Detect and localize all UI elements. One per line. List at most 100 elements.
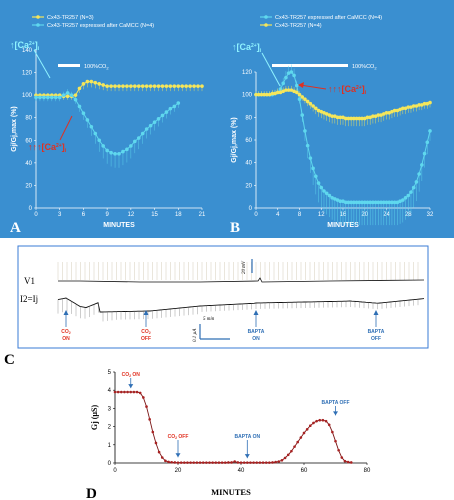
panel-b-series-1-point xyxy=(401,198,405,202)
panel-b-series-1-point xyxy=(341,199,345,203)
panel-d-series-point xyxy=(255,461,259,464)
panel-a-series-1-point xyxy=(93,80,98,85)
panel-a-series-1-point xyxy=(129,84,133,88)
panel-b-series-2-point xyxy=(395,108,400,113)
panel-d-series-point xyxy=(148,418,151,421)
panel-d-series-point xyxy=(242,461,246,464)
legend-b-label-2: Cx43-TR257 (N=4) xyxy=(275,23,322,29)
panel-a-y-tick-label: 60 xyxy=(25,138,32,144)
panel-b-series-1-point xyxy=(387,200,392,205)
panel-a-series-2-point xyxy=(129,144,133,148)
panel-d-y-tick-label: 1 xyxy=(108,443,112,449)
panel-c-event-arrowhead xyxy=(373,310,379,315)
panel-a-y-tick-label: 120 xyxy=(22,71,33,77)
panel-c-grid xyxy=(57,262,419,280)
panel-a-x-tick-label: 15 xyxy=(151,212,158,218)
panel-b-series-1-point xyxy=(294,83,299,88)
panel-d-series-point xyxy=(331,430,334,434)
panel-a-series-2-point xyxy=(164,110,169,114)
panel-a-series-1-point xyxy=(109,84,113,88)
panel-b-series-2-point xyxy=(270,91,275,96)
panel-d-event-label: CO2 OFF xyxy=(168,434,189,440)
panel-d-y-tick-label: 4 xyxy=(108,388,112,394)
panel-a: Cx43-TR257 (N=3) Cx43-TR257 expressed af… xyxy=(10,15,206,236)
panel-d-series-point xyxy=(195,461,199,464)
legend-a-swatch-2-dot xyxy=(36,23,40,27)
panel-b-series-2-point xyxy=(273,91,277,96)
panel-d-series-point xyxy=(173,461,177,464)
panel-d-series-point xyxy=(214,461,218,464)
panel-d-series-point xyxy=(312,421,315,425)
panel-a-x-tick-label: 3 xyxy=(58,212,62,218)
panel-d-event-1: CO2 ON xyxy=(122,372,140,389)
panel-a-annotation-top: ↑[Ca2+]i xyxy=(10,40,40,52)
panel-b-series-1-point xyxy=(286,71,291,75)
panel-b-series-1-point xyxy=(314,174,318,179)
panel-b-series-1-point xyxy=(357,200,362,205)
panel-a-series-1-point xyxy=(196,84,200,88)
panel-d-series-point xyxy=(170,460,173,464)
panel-a-x-tick-label: 18 xyxy=(175,212,182,218)
panel-a-y-tick-label: 140 xyxy=(22,48,33,54)
panel-a-y-axis-title: Gj/Gj,max (%) xyxy=(11,106,18,152)
panel-b-series-2-point xyxy=(335,115,340,120)
panel-b-series-1-point xyxy=(414,180,419,184)
panel-d-series-point xyxy=(183,461,186,464)
panel-b-series-2-point xyxy=(371,114,375,118)
panel-b-x-tick-label: 16 xyxy=(340,212,347,218)
legend-a-label-1: Cx43-TR257 (N=3) xyxy=(47,15,94,21)
panel-a-series-2-point xyxy=(77,104,82,109)
panel-a-series-1-point xyxy=(152,84,157,88)
panel-b-series-2-point xyxy=(384,111,389,115)
panel-a-series-2-point xyxy=(57,95,62,100)
panel-b-annotation-top: ↑[Ca2+]i xyxy=(232,42,262,54)
panel-b-series-1-point xyxy=(392,200,397,205)
panel-b-series-2-point xyxy=(338,115,343,120)
panel-c-ij-label: I2=Ij xyxy=(20,294,38,304)
panel-b-x-tick-label: 12 xyxy=(318,212,325,218)
panel-a-series-2-point xyxy=(133,139,137,144)
panel-c-letter: C xyxy=(4,352,15,368)
legend-b-swatch-2-dot xyxy=(264,23,268,27)
panel-d-series-point xyxy=(157,450,161,454)
panel-d-series-point xyxy=(142,396,145,399)
panel-b-x-tick-label: 20 xyxy=(361,212,368,218)
panel-d-series-point xyxy=(261,461,265,464)
panel-b-series-1-point xyxy=(297,97,302,101)
panel-b-series-1-point xyxy=(406,193,411,198)
panel-b-series-2-point xyxy=(278,90,283,95)
panel-a-series-2-point xyxy=(101,144,105,148)
panel-a-letter: A xyxy=(10,220,21,236)
panel-c-frame xyxy=(17,245,429,349)
panel-a-series-2-point xyxy=(105,148,109,153)
panel-b-series-2-point xyxy=(259,92,264,97)
panel-a-series-2-point xyxy=(176,101,181,105)
panel-b-series-1-point xyxy=(384,200,389,205)
panel-c-voltage-scale-label: 20 mV xyxy=(242,260,247,274)
panel-a-series xyxy=(34,79,204,168)
panel-b-series-2-point xyxy=(324,112,329,116)
panel-d-event-3: BAPTA ON xyxy=(235,434,260,459)
panel-d-event-arrowhead xyxy=(244,454,250,459)
panel-b-series-2-point xyxy=(398,107,402,112)
panel-b-series-1-point xyxy=(354,200,359,205)
panel-b-series-1-point xyxy=(362,200,367,205)
panel-b-series-2-point xyxy=(414,104,419,108)
panel-d-series-point xyxy=(189,461,192,464)
panel-d-series-point xyxy=(113,390,117,394)
panel-d-series-point xyxy=(315,419,318,423)
panel-b-series-2-point xyxy=(373,114,378,118)
panel-d-series-point xyxy=(116,390,120,394)
panel-d-series-point xyxy=(151,430,155,434)
panel-b-letter: B xyxy=(230,220,240,236)
panel-b-series-2-point xyxy=(420,103,424,107)
panel-b-series-2-point xyxy=(292,89,296,94)
panel-a-series-2-point xyxy=(121,149,125,154)
panel-b-legend: Cx43-TR257 expressed after CaMCC (N=4) C… xyxy=(260,15,382,29)
panel-b-series-2-point xyxy=(411,104,416,108)
panel-a-series-1-point xyxy=(97,82,102,86)
panel-b-series-2-point xyxy=(262,92,266,97)
